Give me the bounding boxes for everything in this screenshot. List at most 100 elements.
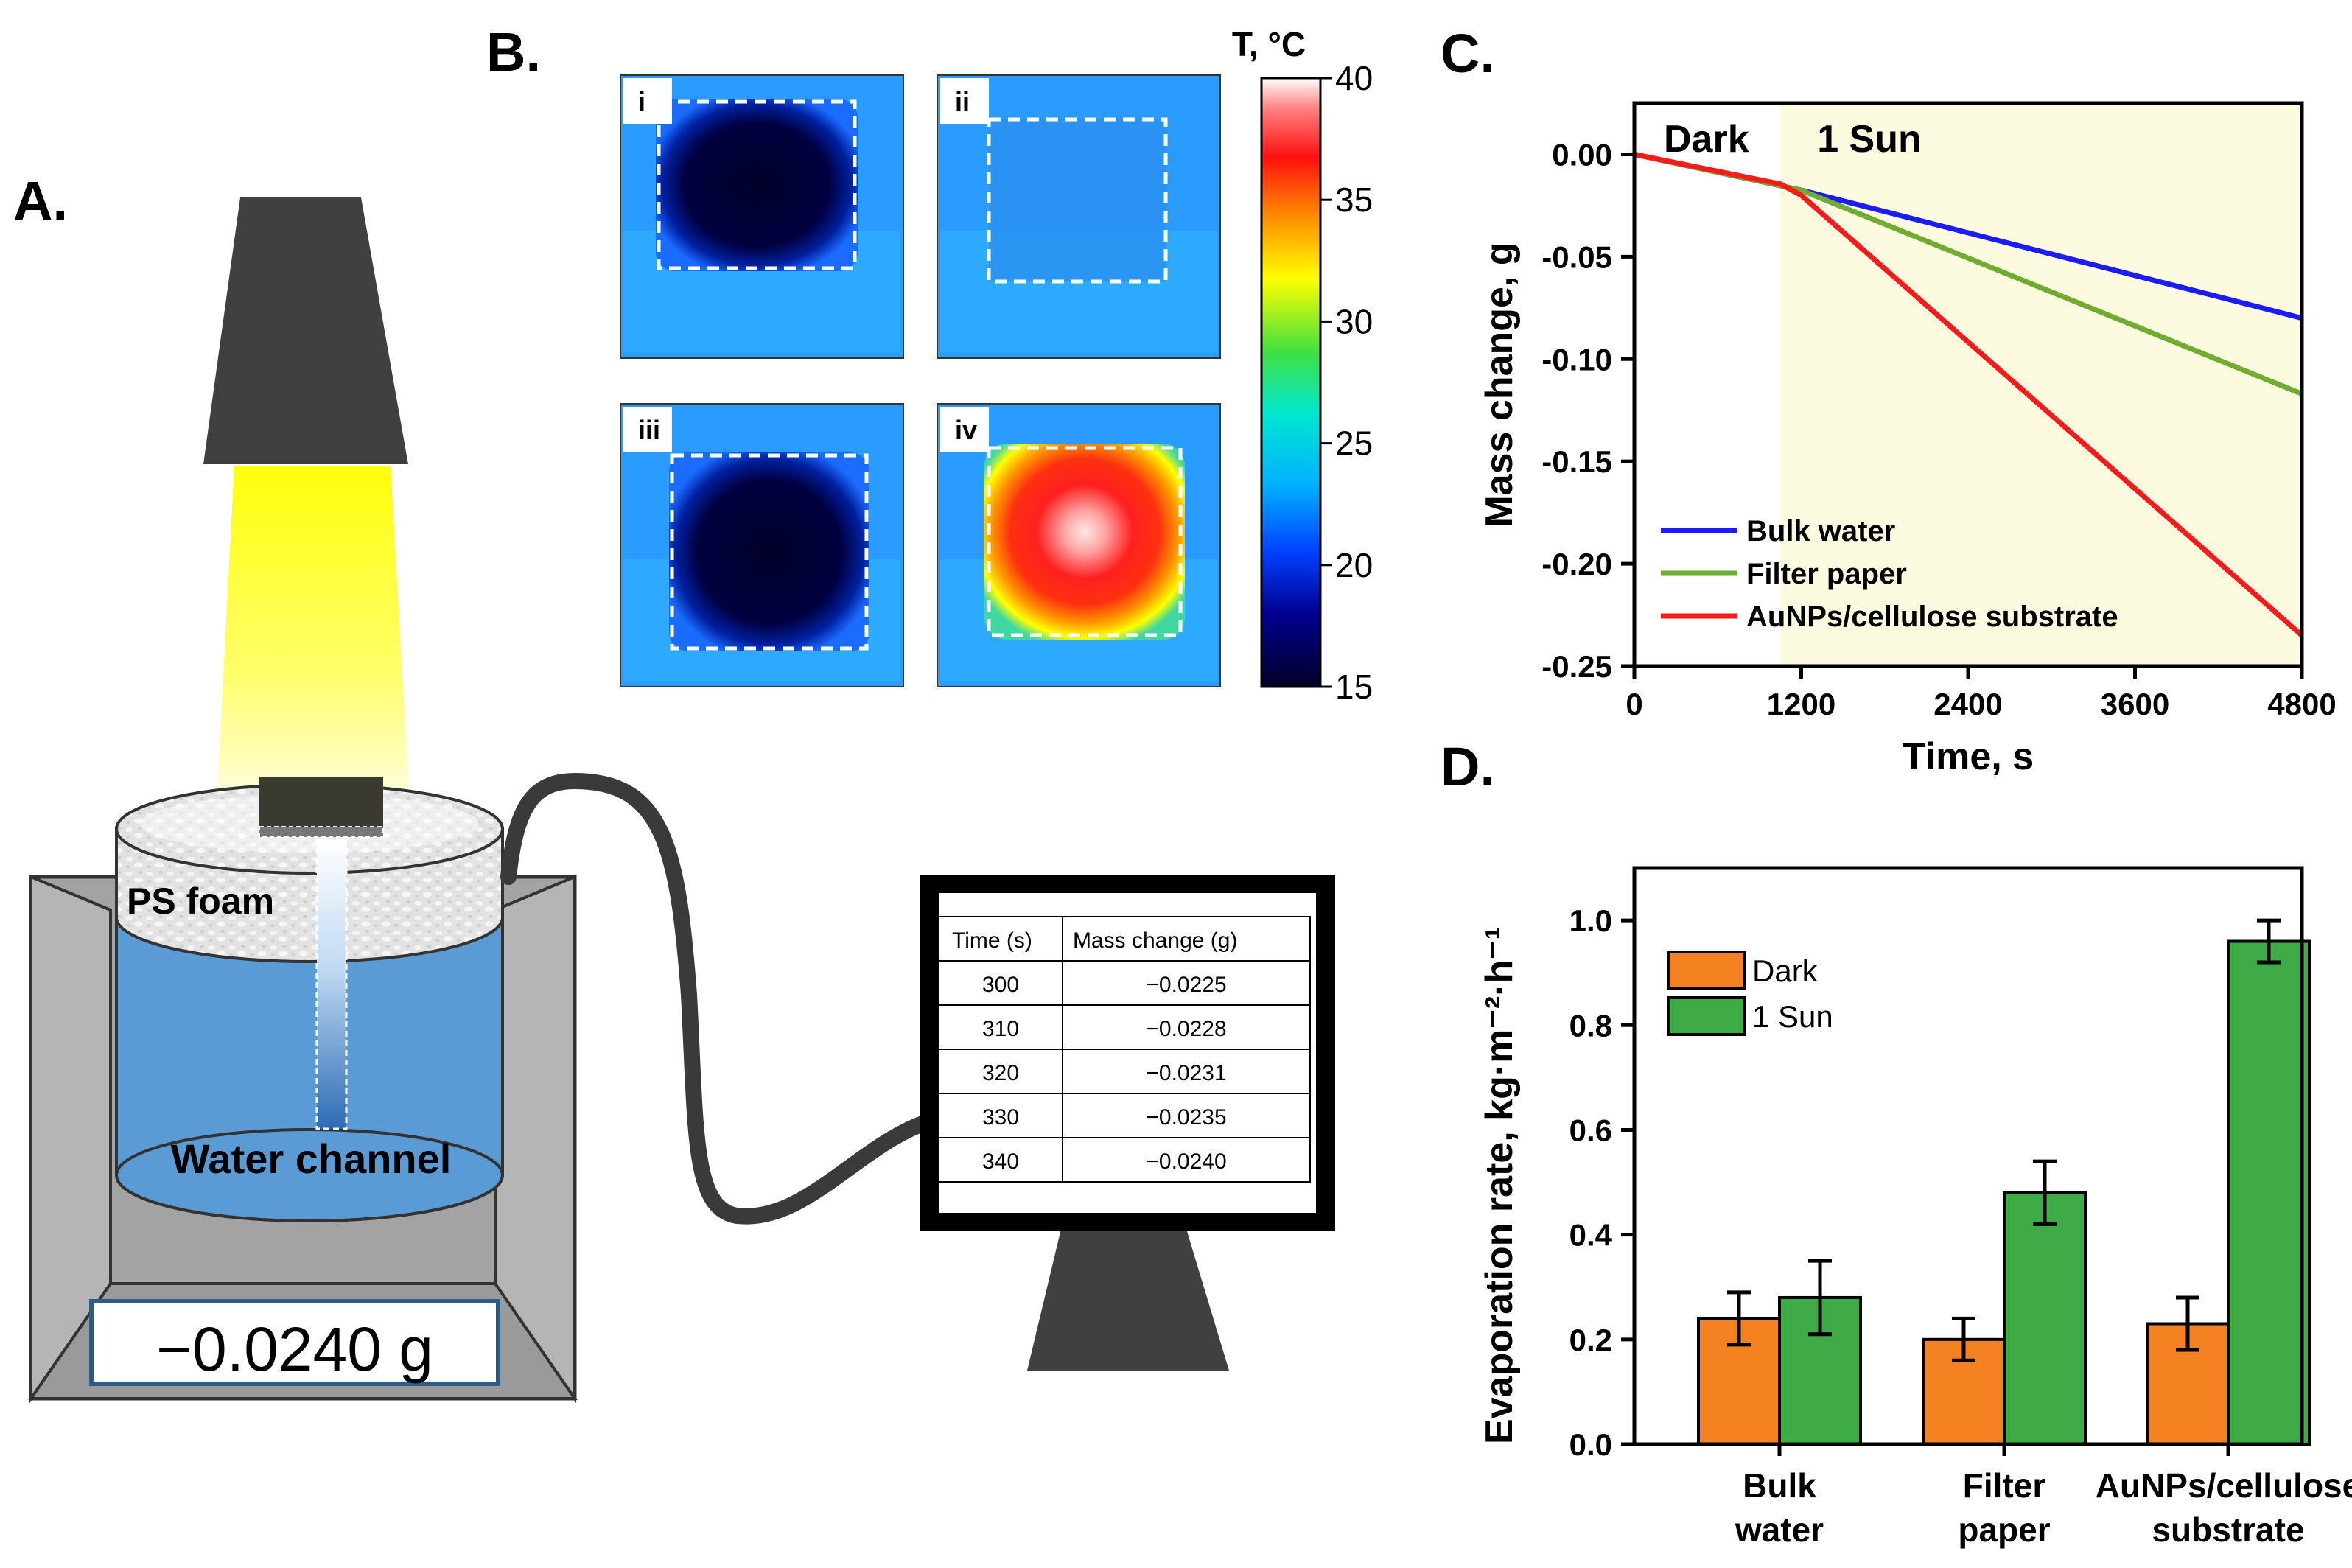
y-tick-label: 0.2: [1569, 1323, 1612, 1357]
thermal-image-iii: iii: [620, 403, 904, 687]
category-label: water: [1735, 1511, 1824, 1549]
thermal-label: iii: [638, 415, 660, 445]
colorbar-tick-label: 25: [1335, 424, 1373, 463]
y-tick-label: 0.00: [1552, 137, 1612, 172]
y-tick-label: 0.6: [1569, 1113, 1612, 1147]
panel-c-letter: C.: [1441, 23, 1495, 84]
thermal-label: i: [638, 86, 645, 116]
label-box: [623, 407, 672, 452]
x-axis-label: Time, s: [1903, 735, 2034, 778]
category-label: Filter: [1963, 1466, 2046, 1505]
y-tick-label: -0.05: [1541, 239, 1612, 274]
panel-d: D. Bulk water Filter paper AuNPs/cellulose su…: [1441, 736, 2352, 1549]
bar: [2003, 1191, 2087, 1446]
foam-label: PS foam: [127, 881, 274, 922]
channel-label: Water channel: [171, 1135, 452, 1182]
thermal-spot: [656, 99, 858, 271]
legend-label: AuNPs/cellulose substrate: [1746, 601, 2118, 633]
table-cell: 330: [982, 1105, 1019, 1130]
y-tick-label: 1.0: [1569, 903, 1612, 938]
colorbar-tick-label: 40: [1335, 59, 1373, 97]
table-header: Time (s): [952, 928, 1032, 953]
colorbar-title: T, °C: [1232, 25, 1306, 63]
evaporation-rate-chart: Bulk water Filter paper AuNPs/cellulose subst…: [1478, 866, 2352, 1549]
table-cell: −0.0235: [1146, 1105, 1226, 1130]
y-tick-label: 0.4: [1569, 1218, 1613, 1253]
thermal-label: ii: [955, 86, 970, 116]
light-beam: [217, 466, 410, 805]
sample-outline: [987, 117, 1168, 284]
category-label: AuNPs/cellulose: [2096, 1466, 2352, 1505]
y-tick-label: -0.20: [1541, 547, 1612, 581]
legend-swatch: [1667, 951, 1746, 990]
thermal-spot: [984, 444, 1185, 640]
panel-b-letter: B.: [486, 21, 541, 83]
legend-label: Filter paper: [1746, 558, 1907, 590]
series-line: [1634, 152, 2304, 637]
bar: [2227, 939, 2311, 1446]
thermal-image-ii: ii: [937, 74, 1221, 359]
legend-label: 1 Sun: [1752, 999, 1833, 1034]
sample-outline: [657, 99, 857, 270]
x-tick-label: 0: [1625, 687, 1642, 721]
x-tick-label: 2400: [1933, 687, 2002, 721]
region-shade: [1780, 103, 2302, 666]
colorbar-tick-label: 15: [1335, 668, 1373, 706]
monitor: [920, 875, 1335, 1371]
x-tick-label: 3600: [2101, 687, 2169, 721]
mass-change-chart: Dark 1 Sun 0 1200 2400 3600 4800 0.00 -0.05 -0.10…: [1478, 101, 2337, 778]
lamp-icon: [203, 197, 408, 464]
x-tick-label: 1200: [1767, 687, 1835, 721]
legend-label: Bulk water: [1746, 515, 1895, 547]
category-label: paper: [1958, 1511, 2050, 1549]
y-tick-label: -0.15: [1541, 444, 1612, 479]
y-axis-label: Evaporation rate, kg·m⁻²·h⁻¹: [1478, 927, 1521, 1444]
legend-label: Dark: [1752, 953, 1819, 988]
cable: [500, 772, 931, 1225]
sample-outline: [670, 453, 869, 651]
table-header: Mass change (g): [1073, 928, 1237, 953]
thermal-spot: [989, 119, 1166, 281]
y-tick-label: -0.10: [1541, 342, 1612, 377]
label-box: [940, 78, 989, 124]
y-tick-label: 0.8: [1569, 1008, 1612, 1043]
x-tick-label: 4800: [2267, 687, 2336, 721]
thermal-label: iv: [955, 415, 977, 445]
label-box: [940, 407, 989, 452]
colorbar-tick-label: 20: [1335, 546, 1373, 584]
region-label: 1 Sun: [1817, 118, 1922, 161]
y-tick-label: 0.0: [1569, 1427, 1612, 1462]
label-box: [623, 78, 672, 124]
table-cell: −0.0231: [1146, 1061, 1226, 1085]
colorbar: [1260, 77, 1322, 688]
table-cell: −0.0228: [1146, 1017, 1226, 1041]
panel-a: A. −0.0240 g PS foam Water: [13, 170, 1335, 1404]
table-cell: −0.0240: [1146, 1149, 1226, 1174]
water-channel: [315, 839, 348, 1130]
legend-swatch: [1667, 996, 1746, 1036]
panel-c: C. Dark 1 Sun 0 1200 2400 3600 4800 0.00 -0.05 -0…: [1441, 23, 2337, 778]
table-cell: −0.0225: [1146, 973, 1226, 997]
panel-d-letter: D.: [1441, 736, 1495, 797]
region-label: Dark: [1664, 118, 1749, 161]
sample-outline: [987, 446, 1183, 637]
y-tick-label: -0.25: [1541, 649, 1612, 684]
thermal-image-iv: iv: [937, 403, 1221, 687]
table-cell: 300: [982, 973, 1019, 997]
sample-substrate: [259, 777, 383, 827]
thermal-image-i: i: [620, 74, 904, 359]
water-container: [115, 916, 504, 1222]
scale-reading: −0.0240 g: [156, 1315, 433, 1384]
scale-display: [89, 1299, 500, 1386]
y-axis-label: Mass change, g: [1478, 242, 1521, 527]
table-cell: 320: [982, 1061, 1019, 1085]
colorbar-tick-label: 35: [1335, 181, 1373, 219]
category-label: substrate: [2152, 1511, 2304, 1549]
table-cell: 310: [982, 1017, 1019, 1041]
monitor-table: Time (s) Mass change (g) 300 −0.0225 310 −0.0…: [938, 916, 1311, 1183]
table-cell: 340: [982, 1149, 1019, 1174]
category-label: Bulk: [1743, 1466, 1816, 1505]
panel-a-letter: A.: [13, 170, 68, 231]
